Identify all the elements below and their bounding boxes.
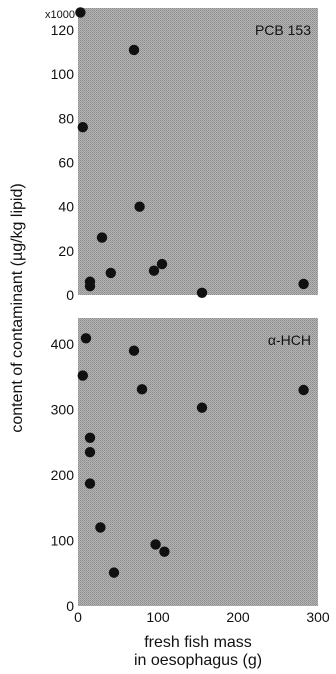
y-tick-label-pcb153: 0 bbox=[66, 287, 74, 303]
data-point-pcb153 bbox=[96, 232, 108, 243]
data-point-alpha-hch bbox=[95, 522, 106, 533]
data-point-alpha-hch bbox=[108, 567, 120, 578]
y-tick-label-alpha-hch: 300 bbox=[51, 402, 75, 418]
y-tick-label-alpha-hch: 200 bbox=[51, 467, 75, 483]
data-point-alpha-hch bbox=[298, 384, 309, 396]
data-point-pcb153 bbox=[148, 265, 160, 276]
data-point-pcb153 bbox=[196, 287, 208, 298]
x-axis-label-line1: fresh fish mass bbox=[144, 634, 252, 651]
data-point-pcb153 bbox=[128, 44, 140, 56]
panel-alpha-hch: 0 100 200 300 400 0 100 200 300 α-HCH bbox=[51, 318, 330, 625]
data-point-alpha-hch bbox=[159, 546, 170, 557]
y-tick-label-pcb153: 100 bbox=[51, 66, 75, 82]
data-point-alpha-hch bbox=[150, 539, 161, 550]
panel-alpha-hch-y-ticks: 0 100 200 300 400 bbox=[51, 336, 75, 614]
data-point-pcb153 bbox=[77, 122, 89, 133]
panel-pcb153-y-ticks: 0 20 40 60 80 100 120 bbox=[51, 22, 75, 303]
y-tick-label-pcb153: 20 bbox=[58, 243, 74, 259]
y-tick-label-alpha-hch: 0 bbox=[66, 598, 74, 614]
data-point-alpha-hch bbox=[128, 345, 140, 356]
x-tick-label: 100 bbox=[146, 609, 170, 625]
data-point-pcb153 bbox=[84, 280, 96, 292]
data-point-alpha-hch bbox=[84, 478, 96, 489]
y-tick-label-alpha-hch: 400 bbox=[51, 336, 75, 352]
data-point-alpha-hch bbox=[196, 402, 208, 413]
data-point-alpha-hch bbox=[80, 333, 92, 344]
x-tick-label: 200 bbox=[226, 609, 250, 625]
y-multiplier-label: x1000 bbox=[45, 9, 75, 21]
panel-alpha-hch-points bbox=[77, 333, 309, 578]
panel-alpha-hch-label: α-HCH bbox=[268, 332, 311, 348]
y-tick-label-pcb153: 60 bbox=[58, 155, 74, 171]
panel-alpha-hch-background bbox=[78, 318, 318, 606]
data-point-pcb153 bbox=[134, 201, 145, 212]
data-point-pcb153 bbox=[156, 258, 168, 270]
data-point-pcb153 bbox=[298, 278, 309, 290]
panel-pcb153-label: PCB 153 bbox=[255, 22, 311, 38]
y-axis-label: content of contaminant (µg/kg lipid) bbox=[9, 183, 26, 432]
panel-alpha-hch-x-ticks: 0 100 200 300 bbox=[74, 609, 330, 625]
data-point-pcb153 bbox=[75, 7, 86, 18]
x-axis-label-line2: in oesophagus (g) bbox=[134, 652, 262, 669]
panel-pcb153: 0 20 40 60 80 100 120 PCB 153 x1000 bbox=[45, 7, 318, 303]
x-tick-label: 0 bbox=[74, 609, 82, 625]
x-tick-label: 300 bbox=[306, 609, 330, 625]
y-tick-label-pcb153: 80 bbox=[58, 110, 74, 126]
data-point-alpha-hch bbox=[84, 432, 96, 443]
y-tick-label-alpha-hch: 100 bbox=[51, 533, 75, 549]
panel-pcb153-background bbox=[78, 8, 318, 295]
data-point-alpha-hch bbox=[77, 370, 89, 381]
data-point-alpha-hch bbox=[136, 384, 148, 395]
data-point-alpha-hch bbox=[84, 446, 96, 458]
panel-pcb153-points bbox=[75, 7, 309, 298]
y-tick-label-pcb153: 120 bbox=[51, 22, 75, 38]
data-point-pcb153 bbox=[105, 267, 117, 279]
y-tick-label-pcb153: 40 bbox=[58, 199, 74, 215]
